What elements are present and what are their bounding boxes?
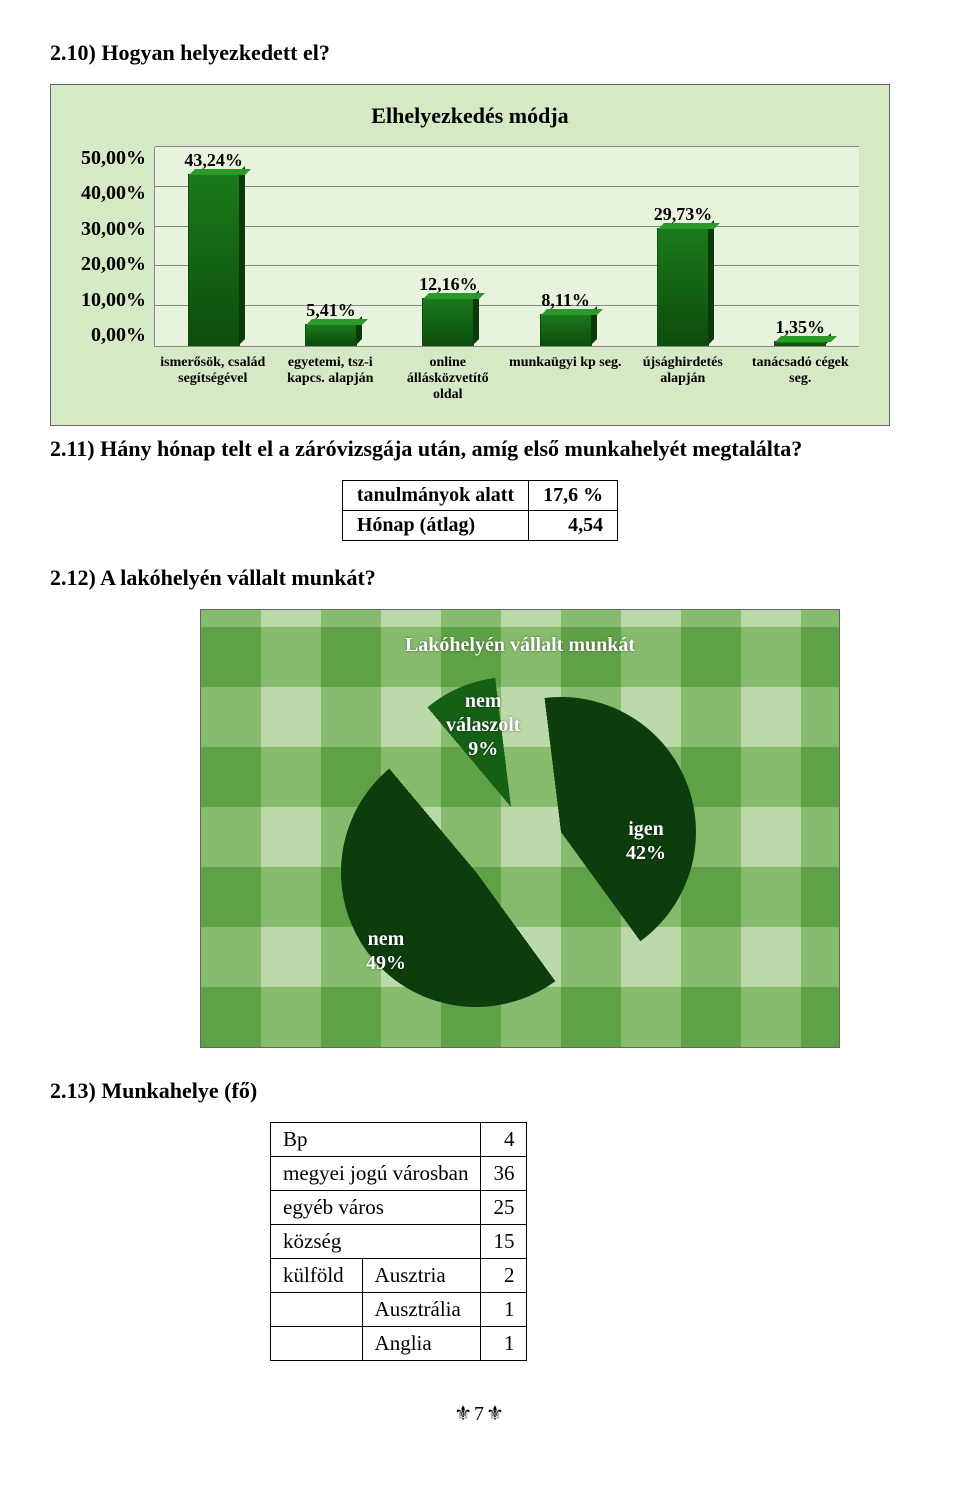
cell-label: Hónap (átlag) <box>342 511 528 541</box>
bar-column: 1,35% <box>742 147 859 346</box>
table-row: község 15 <box>271 1225 527 1259</box>
cell: 36 <box>481 1157 527 1191</box>
cell: 2 <box>481 1259 527 1293</box>
bar-rect <box>540 314 592 346</box>
cell: Ausztria <box>362 1259 481 1293</box>
cell-value: 4,54 <box>529 511 618 541</box>
table-row: külföld Ausztria 2 <box>271 1259 527 1293</box>
cell <box>271 1327 363 1361</box>
bar-rect <box>657 228 709 346</box>
bar-column: 29,73% <box>624 147 741 346</box>
ytick: 10,00% <box>81 289 146 312</box>
pie-chart-stage: nem válaszolt 9% igen 42% nem 49% <box>231 677 809 1007</box>
bar-category-label: ismerősök, család segítségével <box>154 355 272 403</box>
bar-column: 43,24% <box>155 147 272 346</box>
table-row: egyéb város 25 <box>271 1191 527 1225</box>
bar-chart-xaxis: ismerősök, család segítségévelegyetemi, … <box>154 355 859 403</box>
bar-rect <box>422 298 474 346</box>
table-row: Hónap (átlag) 4,54 <box>342 511 617 541</box>
cell: egyéb város <box>271 1191 481 1225</box>
ytick: 30,00% <box>81 218 146 241</box>
cell-value: 17,6 % <box>529 481 618 511</box>
table-row: Bp 4 <box>271 1123 527 1157</box>
pie-label-igen: igen 42% <box>626 817 666 865</box>
bar-chart: Elhelyezkedés módja 50,00% 40,00% 30,00%… <box>50 84 890 426</box>
cell: 4 <box>481 1123 527 1157</box>
bar-chart-title: Elhelyezkedés módja <box>81 103 859 129</box>
ytick: 0,00% <box>91 324 146 347</box>
cell: Bp <box>271 1123 481 1157</box>
bar-column: 5,41% <box>272 147 389 346</box>
bar-category-label: munkaügyi kp seg. <box>507 355 625 403</box>
cell: megyei jogú városban <box>271 1157 481 1191</box>
pie-label-nemvalaszolt: nem válaszolt 9% <box>446 689 520 761</box>
pie-chart: Lakóhelyén vállalt munkát nem válaszolt … <box>200 609 840 1048</box>
bar-value-label: 1,35% <box>776 317 826 338</box>
q10-heading: 2.10) Hogyan helyezkedett el? <box>50 40 910 66</box>
bar-rect <box>188 174 240 346</box>
ytick: 20,00% <box>81 253 146 276</box>
bar-value-label: 8,11% <box>541 290 590 311</box>
bar-column: 12,16% <box>390 147 507 346</box>
bar-column: 8,11% <box>507 147 624 346</box>
q13-table: Bp 4 megyei jogú városban 36 egyéb város… <box>270 1122 527 1361</box>
cell: külföld <box>271 1259 363 1293</box>
cell: község <box>271 1225 481 1259</box>
bar-chart-yaxis: 50,00% 40,00% 30,00% 20,00% 10,00% 0,00% <box>81 147 154 347</box>
bar-chart-plot: 43,24% 5,41% 12,16% 8,11% 29,73% 1,35% <box>154 147 859 347</box>
cell-label: tanulmányok alatt <box>342 481 528 511</box>
q12-heading: 2.12) A lakóhelyén vállalt munkát? <box>50 565 910 591</box>
cell: 25 <box>481 1191 527 1225</box>
bar-category-label: online állásközvetítő oldal <box>389 355 507 403</box>
cell <box>271 1293 363 1327</box>
q11-table: tanulmányok alatt 17,6 % Hónap (átlag) 4… <box>342 480 618 541</box>
bar-value-label: 29,73% <box>654 204 713 225</box>
table-row: megyei jogú városban 36 <box>271 1157 527 1191</box>
cell: 1 <box>481 1293 527 1327</box>
ytick: 40,00% <box>81 182 146 205</box>
cell: Anglia <box>362 1327 481 1361</box>
page-footer: ⚜7⚜ <box>50 1401 910 1426</box>
q11-heading: 2.11) Hány hónap telt el a záróvizsgája … <box>50 436 910 462</box>
bar-category-label: újsághirdetés alapján <box>624 355 742 403</box>
cell: Ausztrália <box>362 1293 481 1327</box>
q13-heading: 2.13) Munkahelye (fő) <box>50 1078 910 1104</box>
pie-chart-title: Lakóhelyén vállalt munkát <box>231 634 809 657</box>
cell: 15 <box>481 1225 527 1259</box>
bar-rect <box>774 341 826 346</box>
bar-category-label: tanácsadó cégek seg. <box>742 355 860 403</box>
bar-category-label: egyetemi, tsz-i kapcs. alapján <box>272 355 390 403</box>
table-row: tanulmányok alatt 17,6 % <box>342 481 617 511</box>
table-row: Ausztrália 1 <box>271 1293 527 1327</box>
pie-label-nem: nem 49% <box>366 927 406 975</box>
bar-value-label: 43,24% <box>184 150 243 171</box>
bar-rect <box>305 324 357 346</box>
table-row: Anglia 1 <box>271 1327 527 1361</box>
bar-value-label: 12,16% <box>419 274 478 295</box>
ytick: 50,00% <box>81 147 146 170</box>
cell: 1 <box>481 1327 527 1361</box>
